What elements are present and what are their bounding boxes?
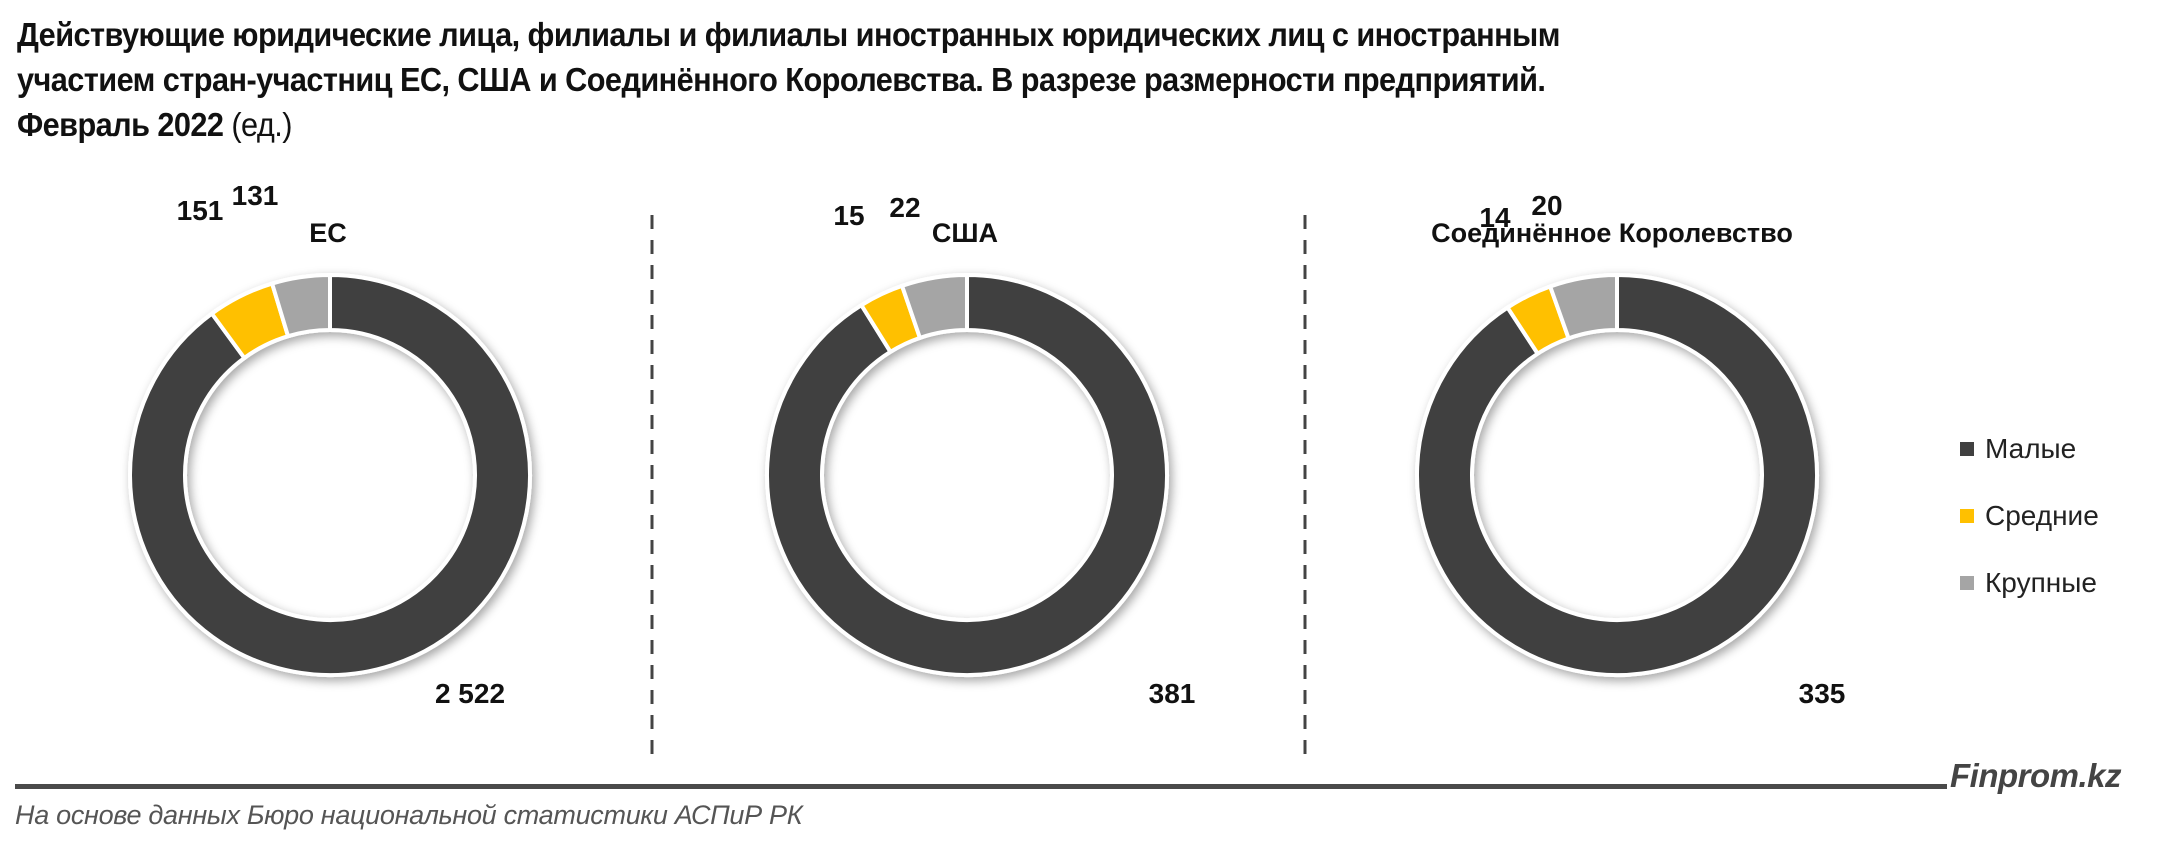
value-label-medium: 151: [177, 195, 224, 226]
legend-label-medium: Средние: [1985, 499, 2099, 531]
donut-ring: [1415, 272, 1819, 677]
donut-ring: [765, 272, 1169, 677]
value-label-large: 131: [232, 180, 279, 211]
chart-unit: (ед.): [223, 106, 292, 143]
donut-segment-large: [269, 272, 332, 339]
donut-segment-small: [1415, 272, 1819, 677]
chart-title-line-2: участием стран-участниц ЕС, США и Соедин…: [17, 61, 1546, 98]
donut-panel-usa: США 381 15 22: [765, 192, 1196, 709]
value-label-medium: 15: [833, 200, 864, 231]
panel-title: ЕС: [309, 218, 347, 248]
legend-item-large: Крупные: [1960, 549, 2099, 616]
chart-period: Февраль 2022: [17, 106, 224, 143]
legend-label-large: Крупные: [1985, 566, 2097, 598]
legend-item-medium: Средние: [1960, 482, 2099, 549]
donut-segment-small: [765, 272, 1169, 677]
panel-title: Соединённое Королевство: [1431, 218, 1793, 248]
legend-swatch-large-icon: [1960, 575, 1974, 590]
legend-swatch-medium-icon: [1960, 508, 1974, 523]
value-label-medium: 14: [1479, 202, 1511, 233]
value-label-small: 381: [1149, 678, 1196, 709]
donut-panel-uk: Соединённое Королевство 335 14 20: [1415, 190, 1846, 709]
donut-ring: [128, 272, 532, 677]
donut-segment-large: [1547, 272, 1619, 341]
donut-panel-eu: ЕС 2 522 151 131: [128, 180, 532, 709]
footer-divider: [15, 784, 1947, 789]
brand-logo: Finprom.kz: [1950, 757, 2122, 794]
value-label-small: 2 522: [435, 678, 505, 709]
chart-title-line-3: Февраль 2022 (ед.): [17, 102, 1970, 147]
chart-title: Действующие юридические лица, филиалы и …: [17, 12, 1970, 147]
donut-segment-small: [128, 272, 532, 677]
value-label-large: 20: [1531, 190, 1562, 221]
value-label-large: 22: [889, 192, 920, 223]
panel-title: США: [932, 218, 998, 248]
legend: Малые Средние Крупные: [1960, 415, 2099, 616]
donut-segment-large: [899, 272, 969, 341]
legend-item-small: Малые: [1960, 415, 2099, 482]
legend-swatch-small-icon: [1960, 441, 1974, 456]
legend-label-small: Малые: [1985, 432, 2077, 464]
chart-title-line-1: Действующие юридические лица, филиалы и …: [17, 16, 1560, 53]
value-label-small: 335: [1799, 678, 1846, 709]
source-note: На основе данных Бюро национальной стати…: [15, 800, 803, 830]
